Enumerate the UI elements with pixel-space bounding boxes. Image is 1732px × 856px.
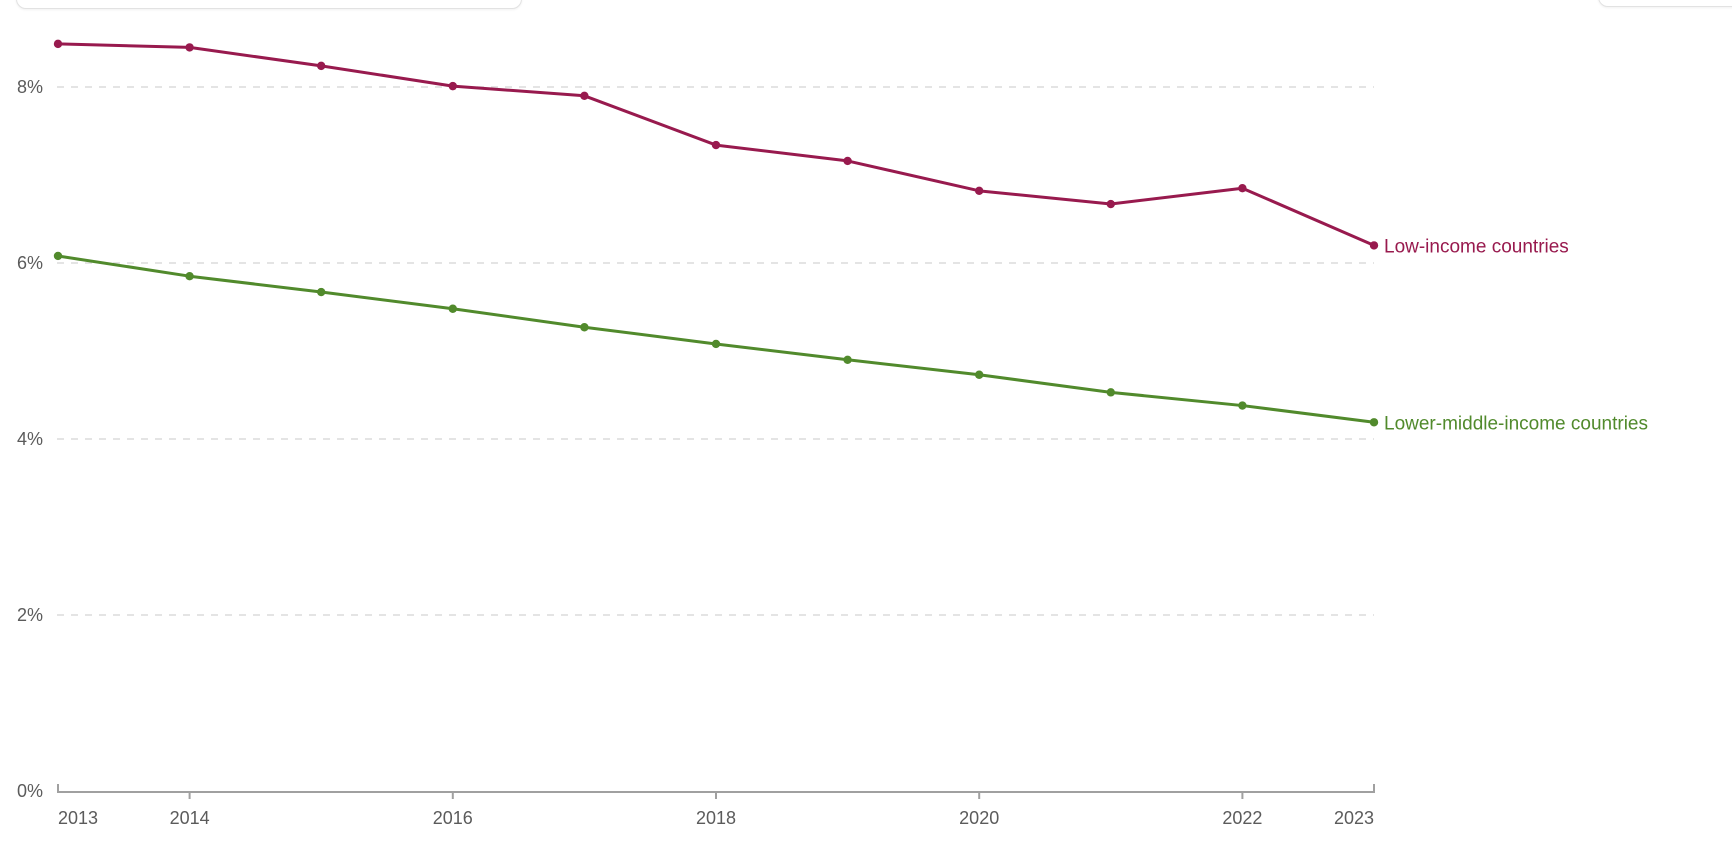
- y-tick-label-4%: 4%: [17, 429, 43, 449]
- data-point-2021: [1106, 388, 1116, 397]
- data-point-2015: [317, 61, 326, 71]
- data-point-2022: [1238, 184, 1247, 193]
- y-tick-label-2%: 2%: [17, 605, 43, 625]
- data-point-2019: [843, 156, 852, 166]
- data-point-2018: [711, 140, 721, 150]
- x-tick-label-2023: 2023: [1334, 808, 1374, 828]
- series-end-label-low-income: Low-income countries: [1384, 236, 1569, 257]
- data-point-2015: [317, 287, 326, 297]
- series-line-lower-middle-income: [56, 254, 1376, 424]
- x-tick-label-2016: 2016: [433, 808, 473, 828]
- data-point-2017: [580, 91, 589, 101]
- y-tick-label-0%: 0%: [17, 781, 43, 801]
- x-tick-label-2020: 2020: [959, 808, 999, 828]
- x-tick-label-2014: 2014: [170, 808, 210, 828]
- data-point-2017: [580, 323, 589, 332]
- data-point-2023: [1369, 418, 1379, 427]
- data-point-2016: [448, 304, 457, 313]
- data-point-2014: [185, 43, 194, 52]
- x-tick-label-2022: 2022: [1222, 808, 1262, 828]
- data-point-2013: [53, 39, 63, 49]
- series-end-label-lower-middle-income: Lower-middle-income countries: [1384, 413, 1648, 434]
- data-point-2020: [975, 186, 984, 196]
- y-tick-label-6%: 6%: [17, 253, 43, 273]
- data-point-2020: [975, 370, 984, 379]
- y-tick-label-8%: 8%: [17, 77, 43, 97]
- x-tick-label-2013: 2013: [58, 808, 98, 828]
- data-point-2014: [185, 272, 194, 281]
- data-point-2013: [53, 251, 63, 261]
- data-point-2021: [1106, 199, 1116, 209]
- data-point-2019: [843, 355, 852, 364]
- data-point-2018: [711, 339, 721, 349]
- data-point-2023: [1369, 241, 1379, 250]
- data-point-2016: [448, 81, 457, 91]
- x-tick-label-2018: 2018: [696, 808, 736, 828]
- data-point-2022: [1238, 401, 1247, 410]
